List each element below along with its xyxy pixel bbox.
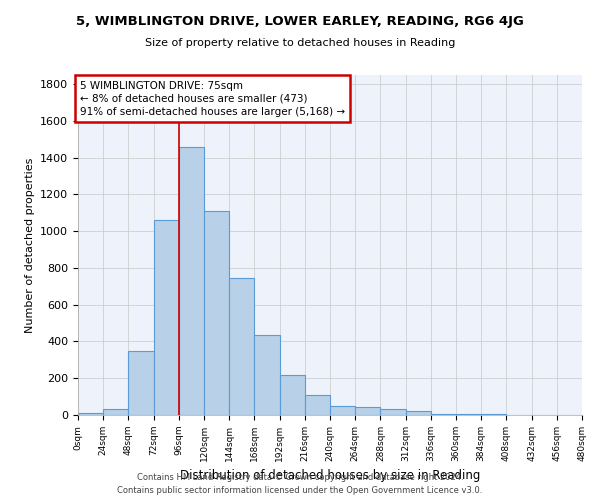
Bar xyxy=(481,414,506,415)
Bar xyxy=(330,406,355,415)
Bar xyxy=(103,410,128,415)
X-axis label: Distribution of detached houses by size in Reading: Distribution of detached houses by size … xyxy=(180,470,480,482)
Bar xyxy=(380,410,406,415)
Bar xyxy=(229,278,254,415)
Text: 5, WIMBLINGTON DRIVE, LOWER EARLEY, READING, RG6 4JG: 5, WIMBLINGTON DRIVE, LOWER EARLEY, READ… xyxy=(76,15,524,28)
Bar xyxy=(254,335,280,415)
Y-axis label: Number of detached properties: Number of detached properties xyxy=(25,158,35,332)
Text: Size of property relative to detached houses in Reading: Size of property relative to detached ho… xyxy=(145,38,455,48)
Bar xyxy=(456,414,481,415)
Bar xyxy=(355,406,380,415)
Bar xyxy=(280,374,305,415)
Bar xyxy=(128,350,154,415)
Bar xyxy=(406,412,431,415)
Bar xyxy=(431,414,456,415)
Text: 5 WIMBLINGTON DRIVE: 75sqm
← 8% of detached houses are smaller (473)
91% of semi: 5 WIMBLINGTON DRIVE: 75sqm ← 8% of detac… xyxy=(80,80,345,117)
Bar xyxy=(305,395,330,415)
Bar xyxy=(179,146,204,415)
Bar xyxy=(204,211,229,415)
Bar xyxy=(154,220,179,415)
Text: Contains HM Land Registry data © Crown copyright and database right 2024.
Contai: Contains HM Land Registry data © Crown c… xyxy=(118,474,482,495)
Bar xyxy=(78,413,103,415)
